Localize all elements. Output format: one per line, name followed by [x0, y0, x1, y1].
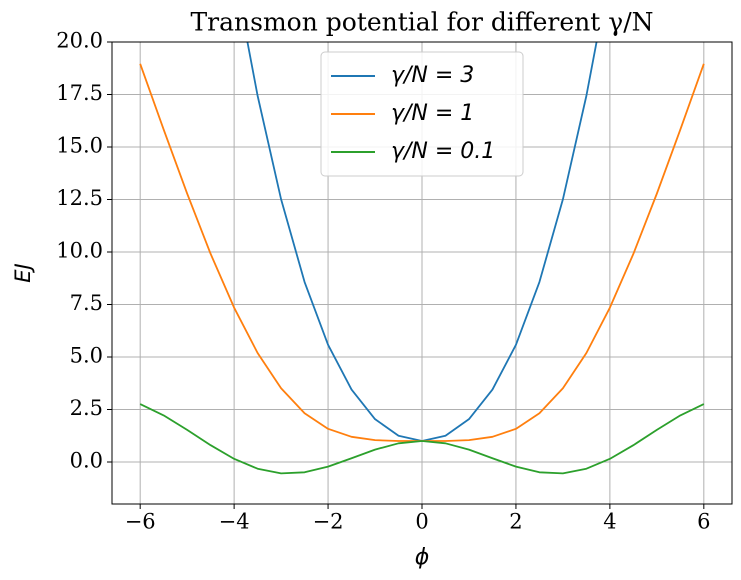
y-tick-label: 5.0	[70, 344, 103, 368]
plot-frame	[111, 41, 733, 505]
y-tick-label: 7.5	[70, 291, 103, 315]
y-tick-label: 2.5	[70, 396, 103, 420]
x-tick-label: 4	[603, 510, 616, 534]
x-tick-label: −6	[125, 510, 156, 534]
x-tick-label: −4	[219, 510, 250, 534]
plot-area	[139, 42, 705, 475]
x-tick-label: 2	[509, 510, 522, 534]
x-axis-label: ϕ	[415, 545, 430, 570]
y-tick-label: 0.0	[70, 449, 103, 473]
y-axis-label: EJ	[11, 263, 35, 282]
y-tick-label: 15.0	[56, 134, 103, 158]
x-tick-label: −2	[313, 510, 344, 534]
y-tick-label: 10.0	[56, 239, 103, 263]
y-tick-label: 12.5	[56, 186, 103, 210]
legend-label: γ/N = 0.1	[391, 139, 495, 164]
x-tick-label: 0	[415, 510, 428, 534]
chart-title: Transmon potential for different γ/N	[191, 8, 654, 37]
legend-label: γ/N = 3	[391, 63, 474, 88]
series-line	[139, 403, 705, 475]
x-tick-label: 6	[697, 510, 710, 534]
legend-label: γ/N = 1	[391, 101, 474, 126]
y-tick-label: 20.0	[56, 29, 103, 53]
y-tick-label: 17.5	[56, 81, 103, 105]
legend-box	[320, 51, 524, 177]
